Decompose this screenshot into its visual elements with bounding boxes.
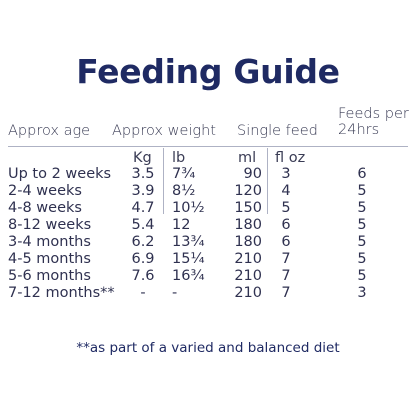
cell-feeds: 5 bbox=[357, 234, 367, 250]
cell-ml: 90 bbox=[243, 166, 262, 182]
cell-kg: 5.4 bbox=[131, 217, 155, 233]
cell-age: 3-4 months bbox=[8, 234, 91, 250]
cell-feeds: 5 bbox=[357, 268, 367, 284]
header-feeds-per-line1: Feeds per bbox=[338, 106, 409, 122]
cell-ml: 210 bbox=[234, 251, 262, 267]
cell-lb: 12 bbox=[172, 217, 191, 233]
cell-ml: 210 bbox=[234, 268, 262, 284]
cell-age: 7-12 months** bbox=[8, 285, 115, 301]
cell-floz: 7 bbox=[281, 251, 291, 267]
cell-feeds: 6 bbox=[357, 166, 367, 182]
footnote: **as part of a varied and balanced diet bbox=[76, 340, 340, 356]
cell-feeds: 3 bbox=[357, 285, 367, 301]
cell-ml: 150 bbox=[234, 200, 262, 216]
cell-lb: 16¾ bbox=[172, 268, 205, 284]
cell-floz: 7 bbox=[281, 268, 291, 284]
unit-lb: lb bbox=[172, 150, 186, 166]
cell-age: 2-4 weeks bbox=[8, 183, 82, 199]
page-title: Feeding Guide bbox=[76, 52, 340, 91]
header-divider bbox=[8, 146, 408, 147]
header-single-feed: Single feed bbox=[237, 123, 318, 139]
unit-floz: fl oz bbox=[275, 150, 306, 166]
cell-lb: 7¾ bbox=[172, 166, 196, 182]
column-divider-kg bbox=[163, 148, 164, 214]
cell-kg: 6.9 bbox=[131, 251, 155, 267]
cell-ml: 180 bbox=[234, 234, 262, 250]
cell-age: 4-8 weeks bbox=[8, 200, 82, 216]
cell-lb: 8½ bbox=[172, 183, 196, 199]
cell-lb: - bbox=[172, 285, 178, 301]
cell-floz: 6 bbox=[281, 234, 291, 250]
cell-feeds: 5 bbox=[357, 217, 367, 233]
cell-age: Up to 2 weeks bbox=[8, 166, 112, 182]
cell-age: 5-6 months bbox=[8, 268, 91, 284]
cell-age: 4-5 months bbox=[8, 251, 91, 267]
header-approx-weight: Approx weight bbox=[112, 123, 216, 139]
cell-feeds: 5 bbox=[357, 251, 367, 267]
cell-floz: 4 bbox=[281, 183, 291, 199]
cell-kg: - bbox=[140, 285, 146, 301]
unit-ml: ml bbox=[238, 150, 257, 166]
header-approx-age: Approx age bbox=[8, 123, 91, 139]
header-feeds-per-line2: 24hrs bbox=[338, 122, 380, 138]
cell-floz: 3 bbox=[281, 166, 291, 182]
cell-feeds: 5 bbox=[357, 200, 367, 216]
cell-floz: 7 bbox=[281, 285, 291, 301]
cell-lb: 15¼ bbox=[172, 251, 205, 267]
cell-lb: 10½ bbox=[172, 200, 205, 216]
cell-floz: 5 bbox=[281, 200, 291, 216]
cell-ml: 120 bbox=[234, 183, 262, 199]
cell-kg: 3.5 bbox=[131, 166, 155, 182]
cell-age: 8-12 weeks bbox=[8, 217, 92, 233]
cell-floz: 6 bbox=[281, 217, 291, 233]
cell-kg: 6.2 bbox=[131, 234, 155, 250]
cell-ml: 210 bbox=[234, 285, 262, 301]
cell-kg: 3.9 bbox=[131, 183, 155, 199]
column-divider-ml bbox=[267, 148, 268, 214]
cell-lb: 13¾ bbox=[172, 234, 205, 250]
cell-kg: 4.7 bbox=[131, 200, 155, 216]
unit-kg: Kg bbox=[133, 150, 152, 166]
cell-kg: 7.6 bbox=[131, 268, 155, 284]
cell-ml: 180 bbox=[234, 217, 262, 233]
cell-feeds: 5 bbox=[357, 183, 367, 199]
